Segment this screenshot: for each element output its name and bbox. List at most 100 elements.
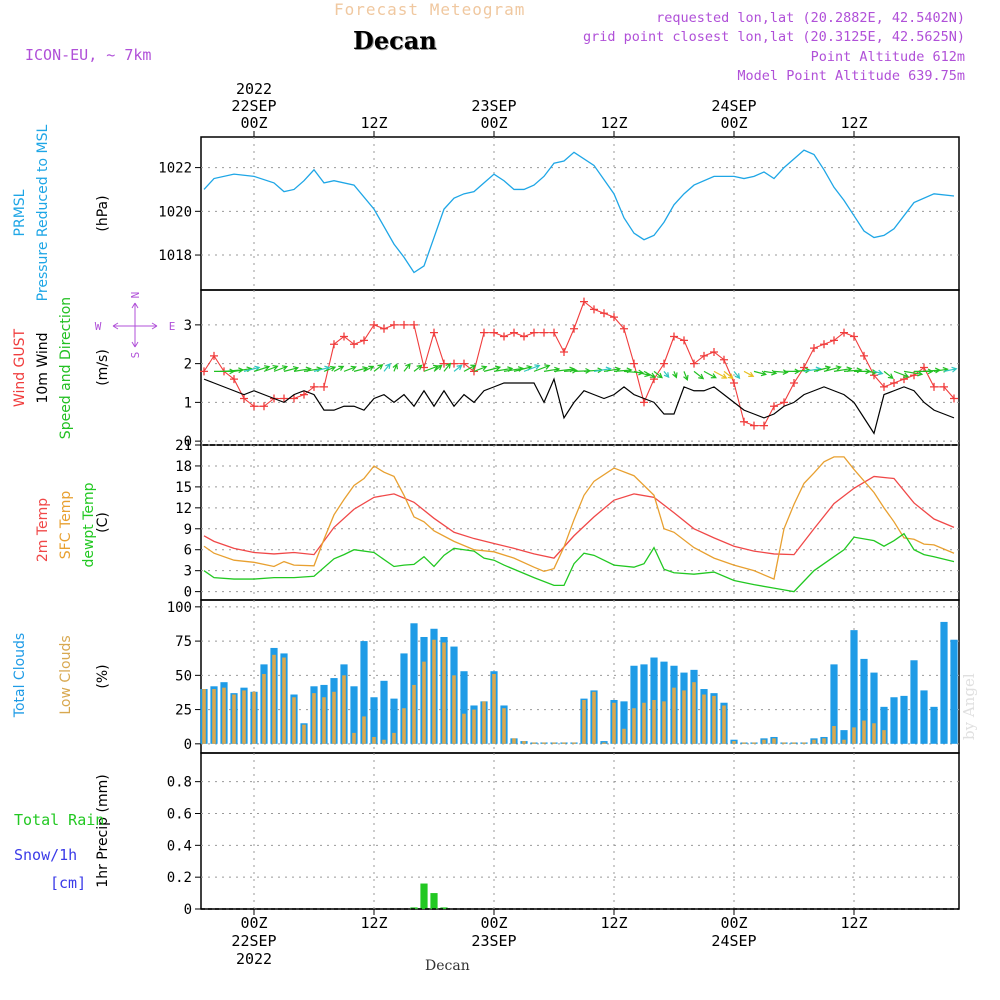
low-cloud-bar bbox=[542, 742, 546, 744]
gust-marker bbox=[560, 348, 568, 356]
compass-east: E bbox=[169, 320, 176, 333]
wind-direction-arrow bbox=[373, 364, 384, 372]
gust-marker bbox=[750, 421, 758, 430]
gust-marker bbox=[790, 379, 798, 387]
rain-bar bbox=[410, 907, 418, 909]
low-cloud-bar bbox=[392, 732, 396, 744]
wind-direction-arrow bbox=[893, 370, 910, 378]
legend-total-rain: Total Rain bbox=[14, 811, 104, 829]
low-cloud-bar bbox=[882, 730, 886, 744]
gust-marker bbox=[360, 336, 368, 345]
gust-marker bbox=[690, 359, 698, 368]
compass-ns-arrow bbox=[131, 302, 139, 348]
low-cloud-bar bbox=[812, 739, 816, 744]
low-cloud-bar bbox=[362, 716, 366, 744]
low-cloud-bar bbox=[332, 691, 336, 744]
wind-direction-arrow bbox=[823, 365, 842, 372]
gust-marker bbox=[250, 402, 258, 411]
low-cloud-bar bbox=[562, 742, 566, 744]
bottom-axis-label: 00Z bbox=[720, 914, 747, 932]
gust-marker bbox=[520, 332, 528, 341]
low-cloud-bar bbox=[442, 642, 446, 744]
pressure-line bbox=[203, 149, 955, 274]
forecast-subtitle: Forecast Meteogram bbox=[334, 0, 526, 19]
total-cloud-bar bbox=[350, 686, 358, 744]
low-cloud-bar bbox=[402, 708, 406, 744]
bottom-axis-label: 12Z bbox=[600, 914, 627, 932]
dewpoint-line bbox=[203, 532, 955, 593]
low-cloud-bar bbox=[832, 726, 836, 744]
total-cloud-bar bbox=[920, 690, 928, 744]
y-tick-label: 6 bbox=[184, 543, 192, 559]
low-cloud-bar bbox=[512, 738, 516, 744]
y-tick-label: 25 bbox=[175, 703, 192, 719]
gust-marker bbox=[460, 359, 468, 368]
low-cloud-bar bbox=[702, 694, 706, 744]
gust-marker bbox=[500, 332, 508, 341]
gust-marker bbox=[260, 402, 268, 411]
panel-frame bbox=[200, 136, 960, 291]
low-cloud-bar bbox=[462, 713, 466, 744]
wind-direction-arrow bbox=[473, 365, 488, 372]
legend-snow: Snow/1h bbox=[14, 846, 77, 864]
y-tick-label: 0 bbox=[184, 737, 192, 753]
wind-direction-arrow bbox=[513, 365, 533, 372]
wind-direction-arrow bbox=[693, 370, 705, 380]
gust-marker bbox=[810, 344, 818, 353]
top-axis-label: 00Z bbox=[720, 114, 747, 132]
y-tick-label: 1022 bbox=[158, 161, 192, 177]
gust-marker bbox=[630, 359, 638, 368]
gust-marker bbox=[550, 328, 558, 337]
grid-info: requested lon,lat (20.2882E, 42.5402N) g… bbox=[583, 9, 965, 86]
wind-direction-arrow bbox=[533, 364, 551, 372]
wind-direction-arrow bbox=[753, 370, 767, 377]
low-cloud-bar bbox=[472, 709, 476, 744]
gust-marker bbox=[950, 394, 958, 403]
total-cloud-bar bbox=[900, 695, 908, 744]
gust-marker bbox=[660, 359, 668, 368]
y-axis-label: 1hr Precip (mm) bbox=[95, 774, 111, 887]
wind-direction-arrow bbox=[703, 370, 717, 379]
gust-marker bbox=[890, 379, 898, 387]
sfc-temp-line bbox=[203, 456, 955, 580]
wind-direction-arrow bbox=[443, 362, 452, 372]
wind-direction-arrow bbox=[253, 365, 271, 372]
gust-marker bbox=[620, 324, 628, 333]
gust-marker bbox=[730, 379, 738, 387]
y-tick-label: 1018 bbox=[158, 248, 192, 264]
total-cloud-bar bbox=[400, 653, 408, 744]
wind-direction-arrow bbox=[433, 364, 443, 372]
gust-marker bbox=[310, 382, 318, 391]
low-cloud-bar bbox=[262, 673, 266, 744]
gust-marker bbox=[830, 336, 838, 345]
legend-low-clouds: Low Clouds bbox=[58, 635, 74, 714]
gust-marker bbox=[920, 363, 928, 372]
gust-marker bbox=[390, 320, 398, 329]
gust-marker bbox=[370, 320, 378, 329]
legend-10m-wind: 10m Wind bbox=[35, 332, 51, 403]
low-cloud-bar bbox=[412, 684, 416, 744]
y-tick-label: 3 bbox=[184, 318, 192, 334]
gust-marker bbox=[590, 305, 598, 314]
gust-marker bbox=[680, 336, 688, 345]
wind-direction-arrow bbox=[883, 370, 894, 380]
low-cloud-bar bbox=[782, 742, 786, 744]
gust-marker bbox=[510, 328, 518, 337]
low-cloud-bar bbox=[752, 742, 756, 744]
total-cloud-bar bbox=[410, 623, 418, 744]
total-cloud-bar bbox=[360, 641, 368, 744]
total-cloud-bar bbox=[890, 697, 898, 744]
low-cloud-bar bbox=[792, 742, 796, 744]
top-axis-label: 23SEP bbox=[471, 97, 516, 115]
low-cloud-bar bbox=[242, 690, 246, 744]
low-cloud-bar bbox=[632, 708, 636, 744]
wind-direction-arrow bbox=[643, 370, 656, 378]
low-cloud-bar bbox=[292, 697, 296, 744]
low-cloud-bar bbox=[802, 742, 806, 744]
gust-marker bbox=[610, 313, 618, 322]
low-cloud-bar bbox=[382, 739, 386, 744]
low-cloud-bar bbox=[432, 639, 436, 744]
gust-marker bbox=[540, 328, 548, 337]
y-tick-label: 75 bbox=[175, 634, 192, 650]
low-cloud-bar bbox=[722, 705, 726, 744]
